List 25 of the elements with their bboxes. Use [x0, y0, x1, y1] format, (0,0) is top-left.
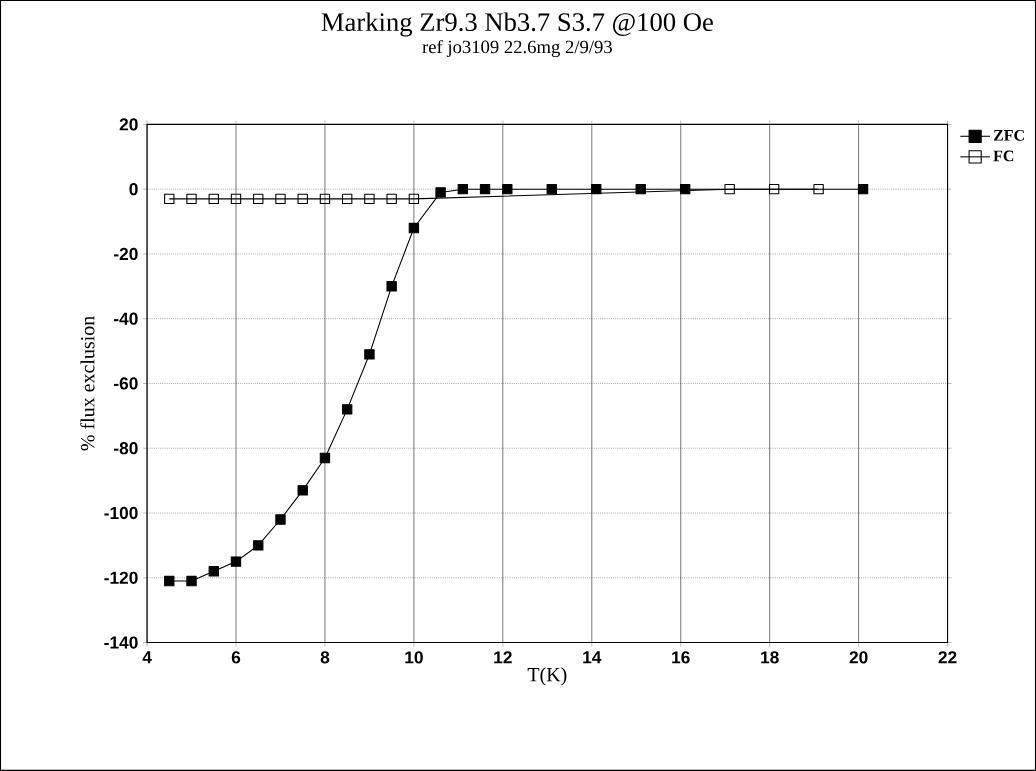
x-tick-label: 14: [583, 651, 602, 664]
y-tick-label: -80: [113, 442, 138, 455]
x-tick-label: 16: [672, 651, 690, 664]
x-tick-label: 4: [142, 651, 152, 664]
x-tick-label: 12: [494, 651, 512, 664]
y-tick-label: -60: [113, 377, 138, 390]
legend-label: FC: [993, 150, 1014, 162]
x-axis-title: T(K): [527, 667, 567, 686]
y-tick-label: 0: [129, 183, 138, 196]
x-tick-label: 8: [320, 651, 330, 664]
x-tick-label: 18: [761, 651, 779, 664]
x-tick-label: 20: [849, 651, 868, 664]
y-axis-title: % flux exclusion: [80, 316, 95, 451]
y-tick-label: 20: [119, 118, 138, 131]
x-tick-label: 22: [938, 651, 957, 664]
legend-label: ZFC: [993, 130, 1024, 141]
x-tick-label: 10: [405, 651, 423, 664]
chart-title: Marking Zr9.3 Nb3.7 S3.7 @100 Oe: [321, 12, 713, 37]
x-tick-label: 6: [231, 651, 241, 664]
y-tick-label: -40: [113, 312, 138, 325]
y-tick-label: -140: [104, 636, 138, 649]
chart-subtitle: ref jo3109 22.6mg 2/9/93: [422, 39, 612, 58]
y-tick-label: -100: [104, 506, 138, 520]
y-tick-label: -20: [113, 247, 138, 261]
y-tick-label: -120: [104, 571, 138, 584]
